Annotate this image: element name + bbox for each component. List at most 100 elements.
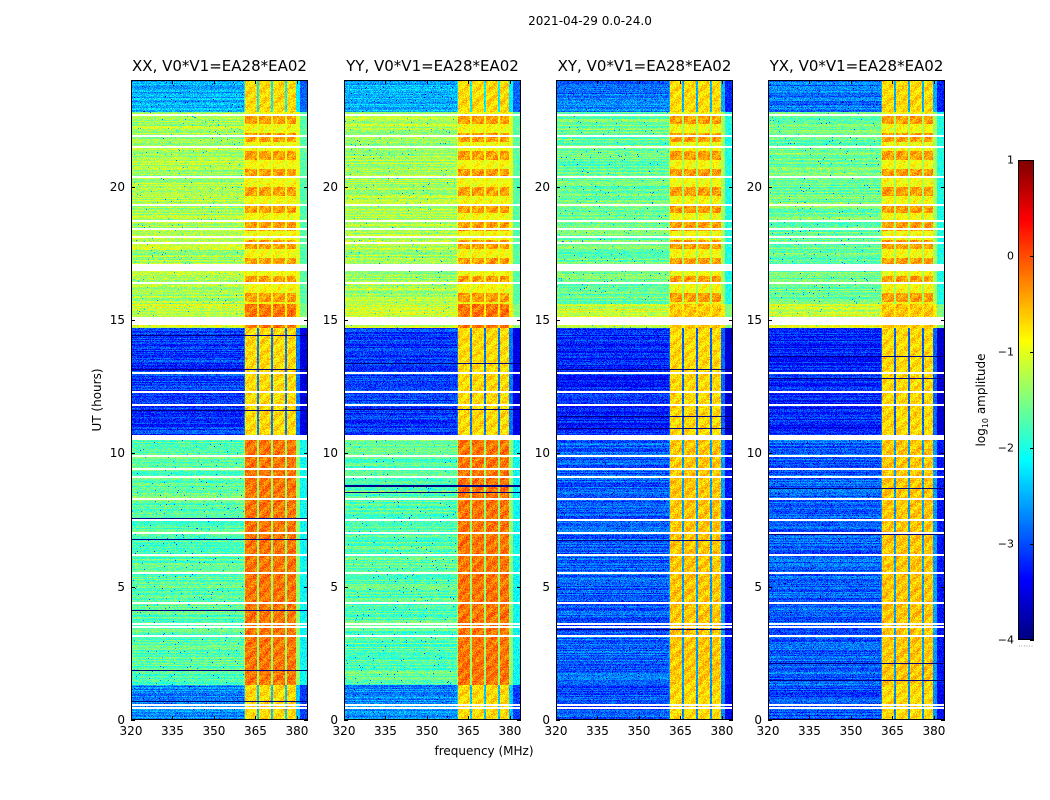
y-tick-label: 5 — [117, 579, 125, 594]
y-tick-mark — [941, 453, 945, 455]
x-tick-mark — [172, 80, 174, 84]
panel-title: XY, V0*V1=EA28*EA02 — [557, 57, 732, 75]
x-tick-mark — [131, 80, 132, 84]
y-tick-label: 15 — [534, 313, 550, 327]
y-tick-mark — [768, 720, 772, 721]
x-tick-mark — [597, 716, 599, 720]
x-tick-mark — [680, 80, 682, 84]
colorbar-tick-label: −4 — [997, 633, 1014, 647]
y-tick-mark — [304, 186, 308, 188]
x-tick-mark — [468, 716, 470, 720]
x-tick-label: 350 — [415, 724, 439, 738]
x-tick-mark — [933, 716, 935, 720]
panel-title: XX, V0*V1=EA28*EA02 — [132, 57, 307, 75]
colorbar-label: log10 amplitude — [974, 354, 990, 447]
y-tick-mark — [304, 586, 308, 588]
y-tick-mark — [344, 453, 348, 455]
y-tick-mark — [941, 186, 945, 188]
x-tick-label: 335 — [374, 724, 397, 738]
x-tick-mark — [850, 80, 852, 84]
y-tick-label: 5 — [542, 579, 550, 594]
y-tick-label: 20 — [322, 179, 338, 194]
y-tick-mark — [729, 186, 733, 188]
y-tick-mark — [729, 453, 733, 455]
panel-title: YY, V0*V1=EA28*EA02 — [346, 57, 519, 75]
x-tick-mark — [721, 80, 723, 84]
x-tick-label: 350 — [627, 724, 651, 738]
x-tick-mark — [768, 716, 769, 720]
x-tick-mark — [809, 716, 811, 720]
y-tick-mark — [517, 720, 521, 721]
y-tick-mark — [131, 320, 135, 321]
y-tick-mark — [131, 720, 135, 721]
x-tick-label: 320 — [756, 724, 780, 738]
colorbar-frame — [1018, 160, 1034, 640]
x-tick-mark — [768, 80, 769, 84]
y-tick-mark — [556, 586, 560, 588]
colorbar-tick-mark — [1030, 448, 1034, 449]
y-tick-mark — [344, 720, 348, 721]
y-tick-mark — [941, 586, 945, 588]
spectrogram-yy — [344, 80, 521, 720]
y-tick-label: 20 — [534, 179, 550, 194]
y-axis-label: UT (hours) — [90, 368, 104, 432]
colorbar-tick-mark — [1030, 352, 1034, 353]
colorbar-gradient — [1018, 160, 1034, 640]
x-tick-label: 365 — [457, 724, 480, 738]
x-tick-mark — [296, 716, 298, 720]
x-tick-mark — [892, 716, 894, 720]
x-tick-mark — [556, 80, 557, 84]
x-tick-mark — [638, 80, 640, 84]
colorbar-tick-mark — [1030, 544, 1034, 545]
y-tick-mark — [729, 320, 733, 321]
y-tick-label: 5 — [754, 579, 762, 594]
x-tick-mark — [850, 716, 852, 720]
y-tick-mark — [768, 586, 772, 588]
y-tick-mark — [517, 320, 521, 321]
x-tick-mark — [255, 716, 257, 720]
x-tick-mark — [509, 80, 511, 84]
y-tick-mark — [556, 720, 560, 721]
y-tick-label: 0 — [330, 713, 338, 727]
y-tick-mark — [304, 320, 308, 321]
spectrogram-xy — [556, 80, 733, 720]
x-tick-mark — [344, 80, 345, 84]
x-tick-label: 380 — [922, 724, 946, 738]
x-tick-mark — [680, 716, 682, 720]
x-tick-mark — [344, 716, 345, 720]
y-tick-label: 15 — [322, 313, 338, 327]
panel-xx: XX, V0*V1=EA28*EA02 320 335 350 365 380 0 5 10 15… — [110, 57, 309, 738]
x-tick-mark — [933, 80, 935, 84]
y-tick-mark — [304, 720, 308, 721]
y-tick-label: 20 — [109, 179, 125, 194]
colorbar-tick-mark — [1030, 160, 1034, 161]
x-tick-label: 380 — [498, 724, 522, 738]
x-tick-mark — [556, 716, 557, 720]
y-tick-mark — [517, 586, 521, 588]
x-tick-label: 380 — [710, 724, 734, 738]
colorbar-tick-label: −2 — [997, 441, 1014, 455]
y-tick-mark — [941, 720, 945, 721]
x-tick-label: 350 — [839, 724, 863, 738]
x-tick-mark — [426, 716, 428, 720]
chart-title: 2021-04-29 0.0-24.0 — [528, 14, 652, 28]
colorbar-extension-marker: ······ — [1018, 642, 1034, 651]
y-tick-label: 5 — [330, 579, 338, 594]
y-tick-mark — [344, 320, 348, 321]
x-tick-mark — [721, 716, 723, 720]
x-tick-label: 380 — [285, 724, 309, 738]
x-tick-label: 335 — [161, 724, 184, 738]
x-tick-mark — [597, 80, 599, 84]
y-tick-label: 10 — [746, 446, 762, 461]
x-tick-mark — [131, 716, 132, 720]
x-tick-label: 320 — [332, 724, 356, 738]
y-tick-label: 10 — [109, 446, 125, 461]
colorbar: 1 0 −1 −2 −3 −4 — [998, 154, 1034, 647]
x-tick-mark — [809, 80, 811, 84]
x-tick-mark — [213, 716, 215, 720]
y-tick-mark — [768, 320, 772, 321]
y-tick-mark — [131, 186, 135, 188]
y-tick-mark — [729, 720, 733, 721]
colorbar-label-main: log — [973, 428, 988, 447]
y-tick-label: 0 — [754, 713, 762, 727]
